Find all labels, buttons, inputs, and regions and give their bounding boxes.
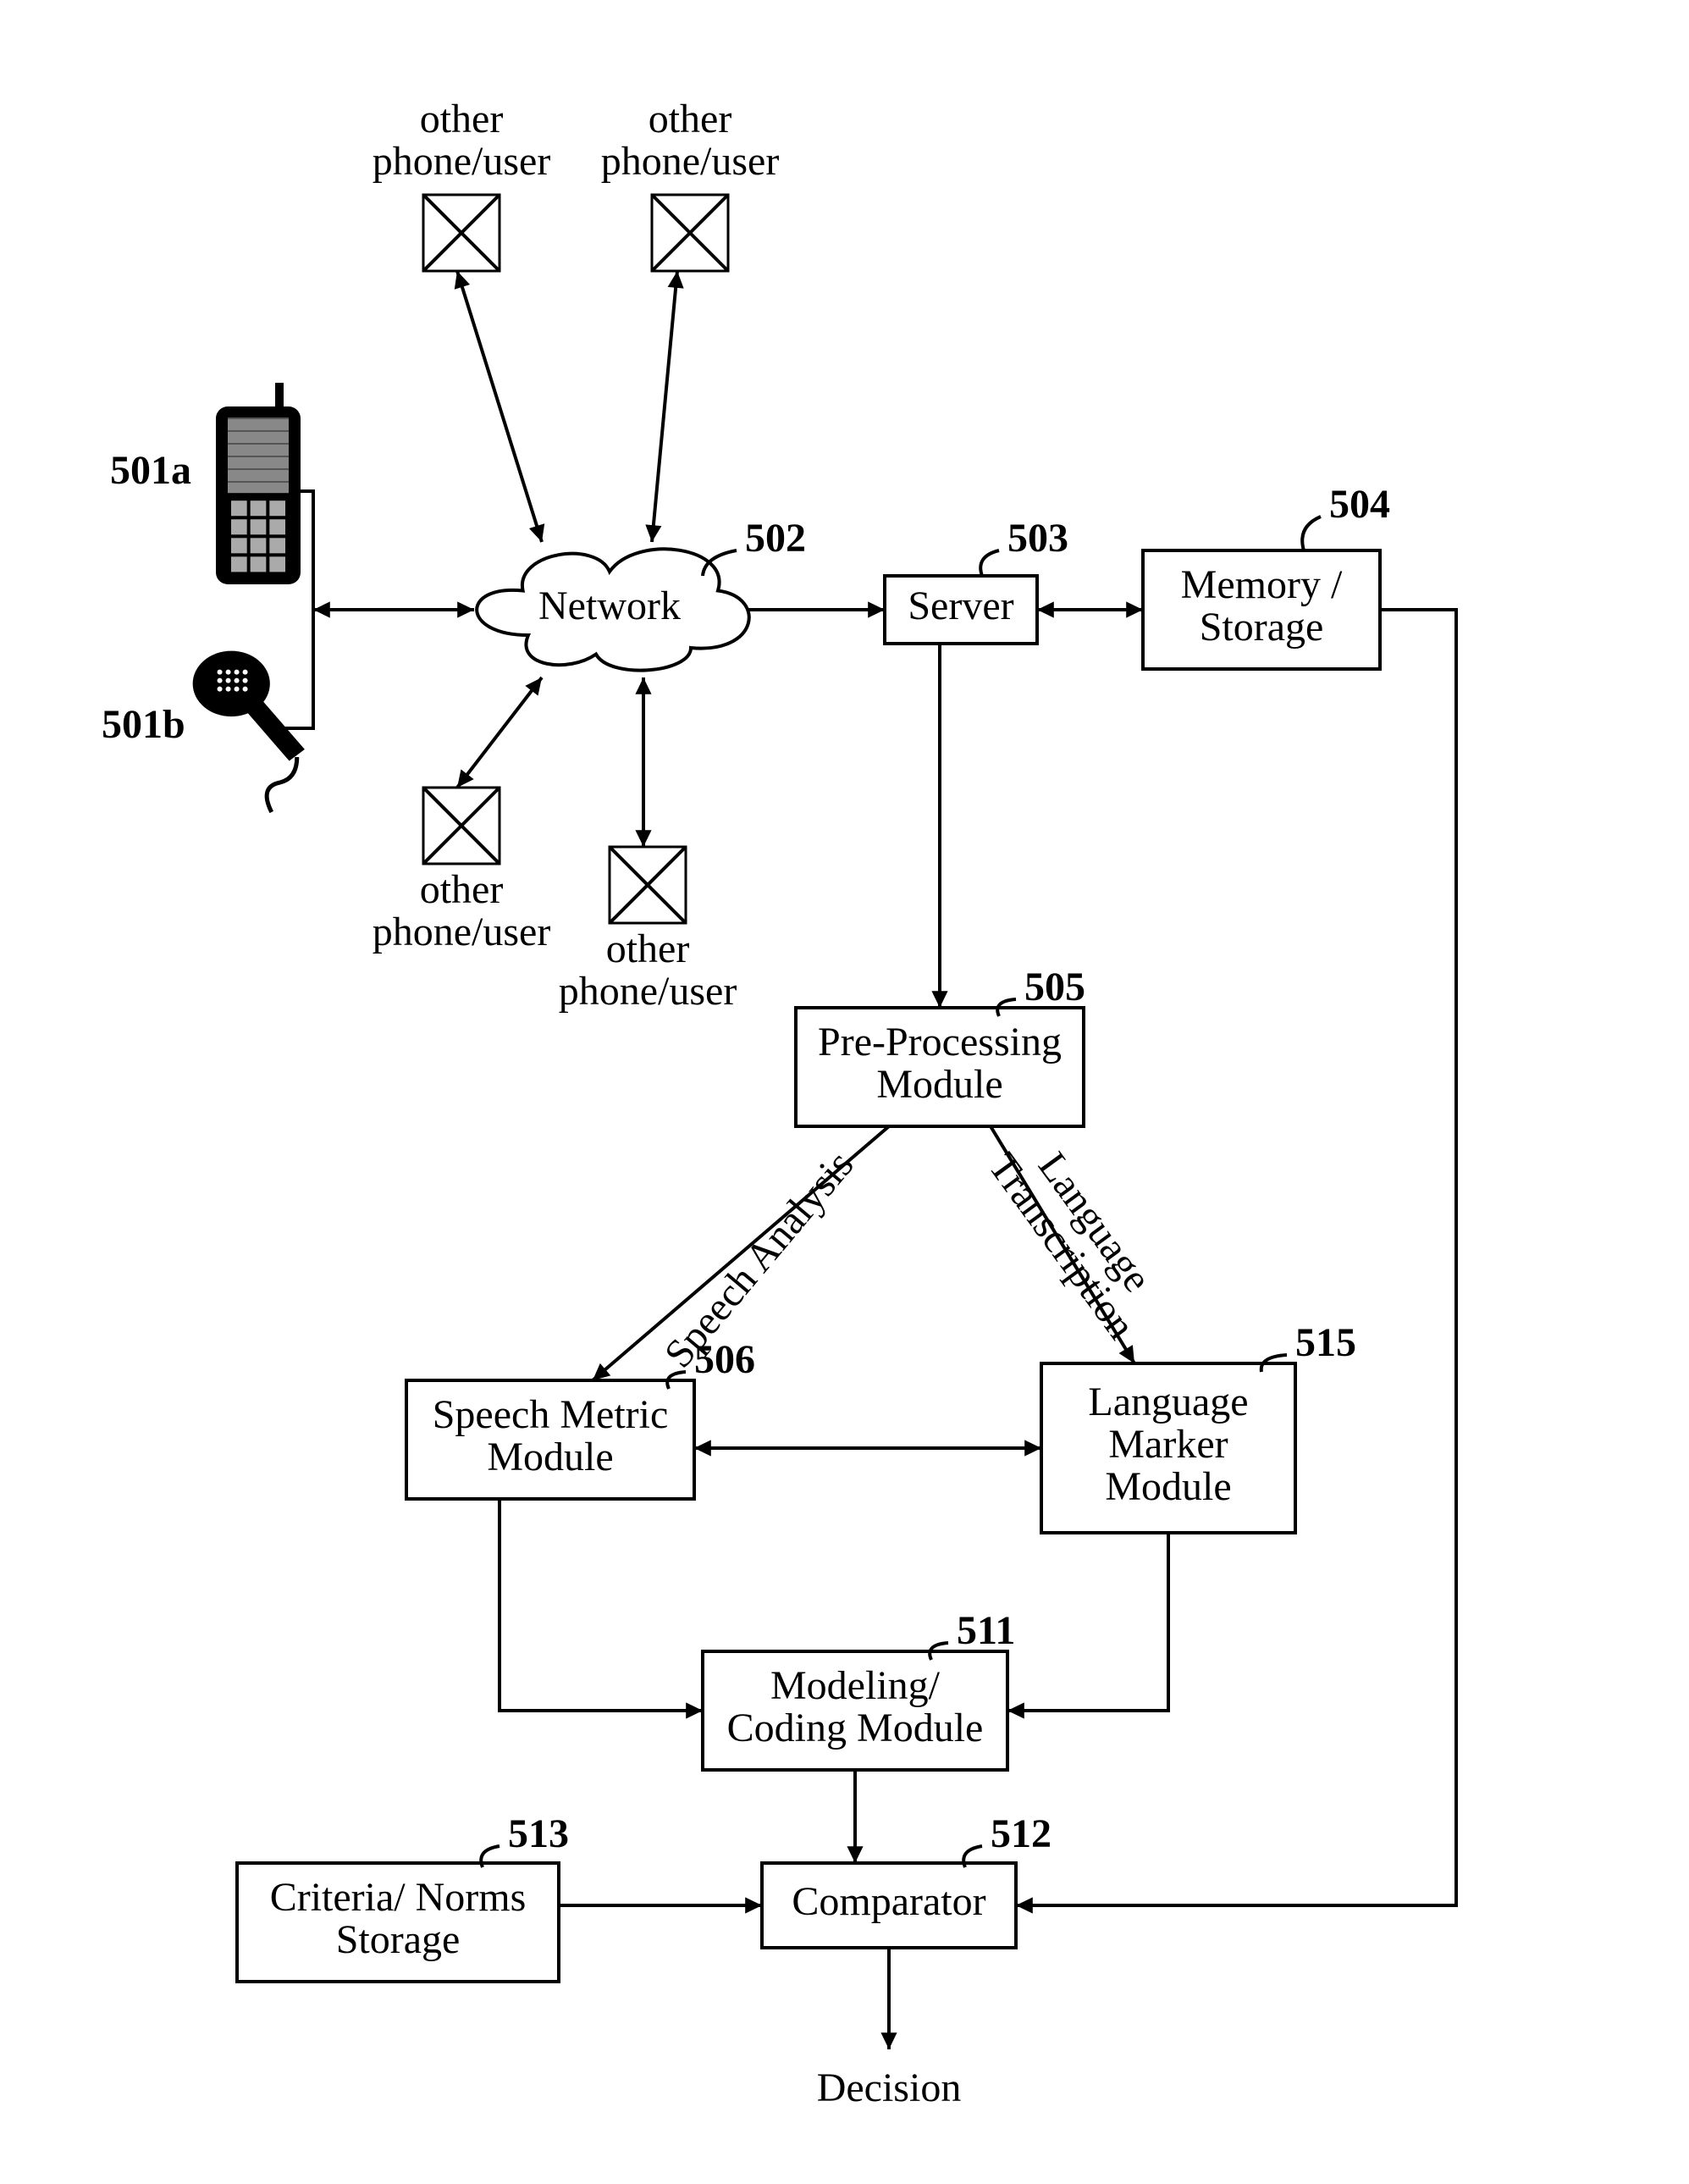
svg-text:Network: Network: [538, 583, 681, 628]
svg-text:Server: Server: [908, 583, 1013, 628]
ref-501a: 501a: [110, 448, 191, 493]
edge-label: LanguageTranscription: [980, 1121, 1177, 1347]
svg-text:LanguageTranscription: LanguageTranscription: [980, 1121, 1177, 1347]
ref-511: 511: [957, 1608, 1015, 1653]
svg-text:Decision: Decision: [817, 2065, 962, 2110]
phone-icon: [216, 383, 301, 584]
ref-506: 506: [694, 1337, 755, 1382]
edge-label: Speech Analysis: [656, 1142, 863, 1376]
ref-505: 505: [1024, 965, 1085, 1009]
svg-text:otherphone/user: otherphone/user: [373, 867, 551, 954]
ref-503: 503: [1007, 516, 1068, 561]
svg-text:otherphone/user: otherphone/user: [373, 97, 551, 184]
diagram-canvas: otherphone/userotherphone/userotherphone…: [0, 0, 1689, 2184]
ref-513: 513: [508, 1811, 569, 1856]
mic-icon: [193, 651, 305, 812]
svg-text:Speech Analysis: Speech Analysis: [656, 1142, 863, 1376]
svg-text:Comparator: Comparator: [792, 1879, 985, 1924]
ref-501b: 501b: [102, 702, 185, 747]
svg-text:Memory /Storage: Memory /Storage: [1181, 562, 1343, 650]
svg-text:otherphone/user: otherphone/user: [559, 926, 737, 1014]
ref-502: 502: [745, 516, 806, 561]
ref-515: 515: [1295, 1320, 1356, 1365]
svg-text:LanguageMarkerModule: LanguageMarkerModule: [1088, 1380, 1248, 1509]
svg-text:otherphone/user: otherphone/user: [601, 97, 780, 184]
ref-512: 512: [991, 1811, 1051, 1856]
ref-504: 504: [1329, 482, 1390, 527]
